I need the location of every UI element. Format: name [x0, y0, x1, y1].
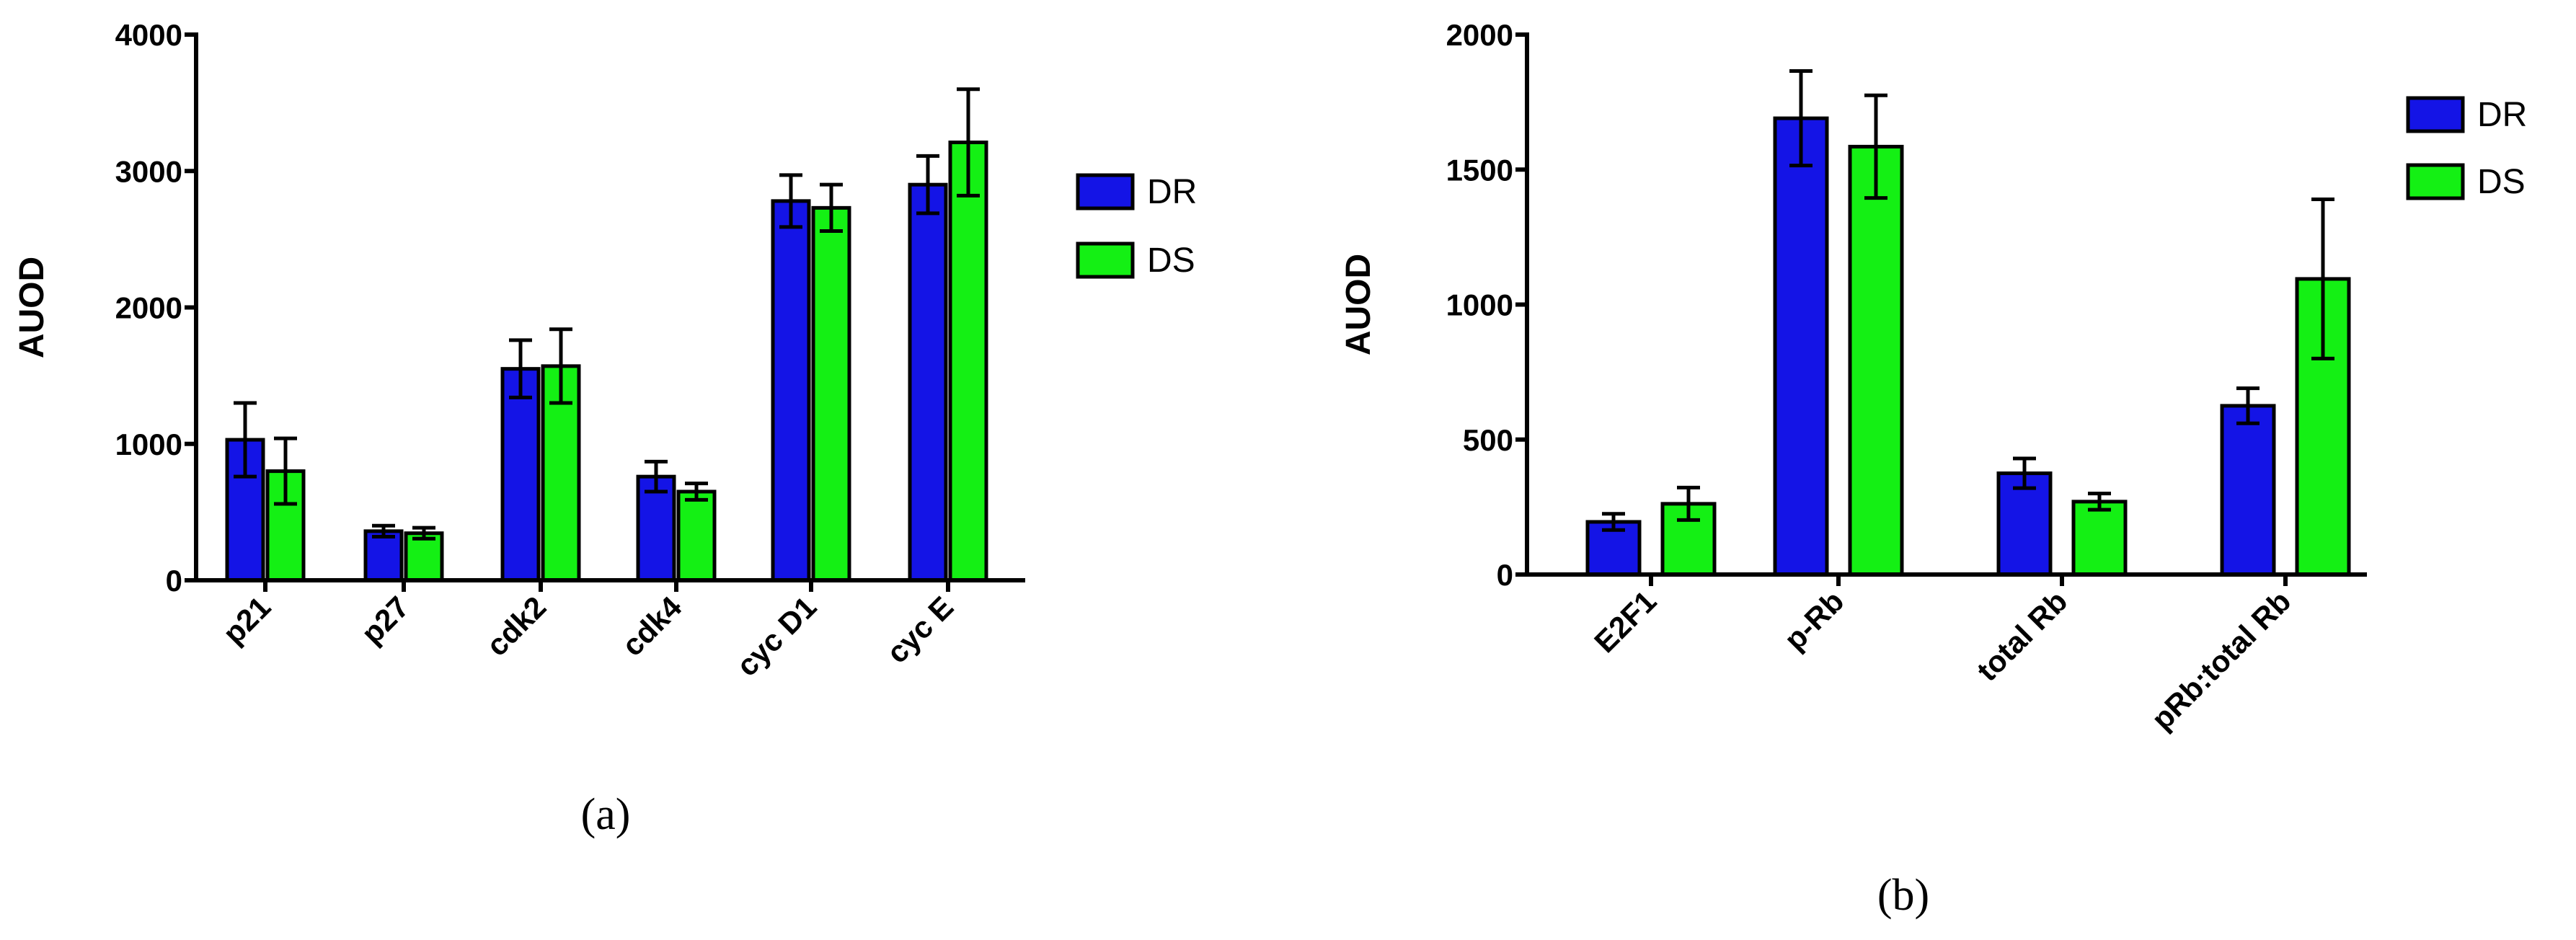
legend-label-dr: DR: [1147, 173, 1197, 211]
legend-label-dr: DR: [2477, 96, 2527, 134]
x-tick-label: cdk2: [479, 590, 552, 662]
x-tick-label: cdk4: [615, 590, 688, 662]
bar-ds-cyc-e: [948, 141, 988, 582]
bar-dr-p-rb: [1773, 116, 1829, 577]
y-tick-label: 2000: [115, 291, 182, 325]
legend-label-ds: DS: [1147, 241, 1195, 280]
legend-label-ds: DS: [2477, 163, 2526, 201]
x-tick-label: cyc D1: [730, 590, 823, 683]
bar-dr-prb-total-rb: [2220, 404, 2276, 577]
panel-a: 0 1000 2000 3000 4000 AUOD p21 p27 cdk2 cdk4 cyc D…: [13, 18, 1197, 683]
bar-dr-cyc-e: [908, 182, 948, 582]
bar-ds-cyc-d1: [811, 205, 851, 582]
legend-swatch-ds: [2406, 163, 2465, 200]
y-tick-label: 2000: [1446, 18, 1513, 52]
x-tick-label: pRb:total Rb: [2145, 584, 2297, 736]
x-tick-label: E2F1: [1588, 584, 1663, 659]
bar-ds-cdk4: [676, 489, 717, 582]
legend-swatch-dr: [2406, 96, 2465, 133]
bar-dr-p27: [363, 529, 404, 582]
x-tick-label: p27: [355, 590, 415, 650]
y-tick-label: 0: [166, 564, 182, 598]
bar-dr-cdk2: [500, 367, 541, 582]
y-axis-title: AUOD: [1340, 254, 1378, 355]
y-tick-label: 500: [1463, 423, 1513, 457]
legend-swatch-ds: [1076, 241, 1135, 279]
y-axis-title: AUOD: [13, 257, 51, 358]
bar-ds-total-rb: [2071, 500, 2128, 577]
panel-b: 0 500 1000 1500 2000 AUOD E2F1 p-Rb total Rb pRb:…: [1340, 18, 2527, 737]
y-tick-label: 1000: [1446, 288, 1513, 322]
caption-b: (b): [1877, 871, 1929, 920]
y-tick-label: 4000: [115, 18, 182, 52]
y-tick-label: 3000: [115, 154, 182, 188]
x-tick-label: p21: [216, 590, 277, 650]
x-tick-label: total Rb: [1970, 584, 2074, 688]
bar-ds-p-rb: [1848, 144, 1904, 577]
bar-dr-cyc-d1: [771, 199, 811, 582]
y-tick-label: 1500: [1446, 153, 1513, 187]
x-tick-label: p-Rb: [1778, 584, 1851, 657]
y-tick-label: 0: [1497, 558, 1513, 592]
x-tick-label: cyc E: [880, 590, 960, 670]
legend-swatch-dr: [1076, 173, 1135, 210]
caption-a: (a): [581, 790, 631, 839]
y-tick-label: 1000: [115, 427, 182, 461]
bar-ds-p27: [404, 531, 444, 582]
